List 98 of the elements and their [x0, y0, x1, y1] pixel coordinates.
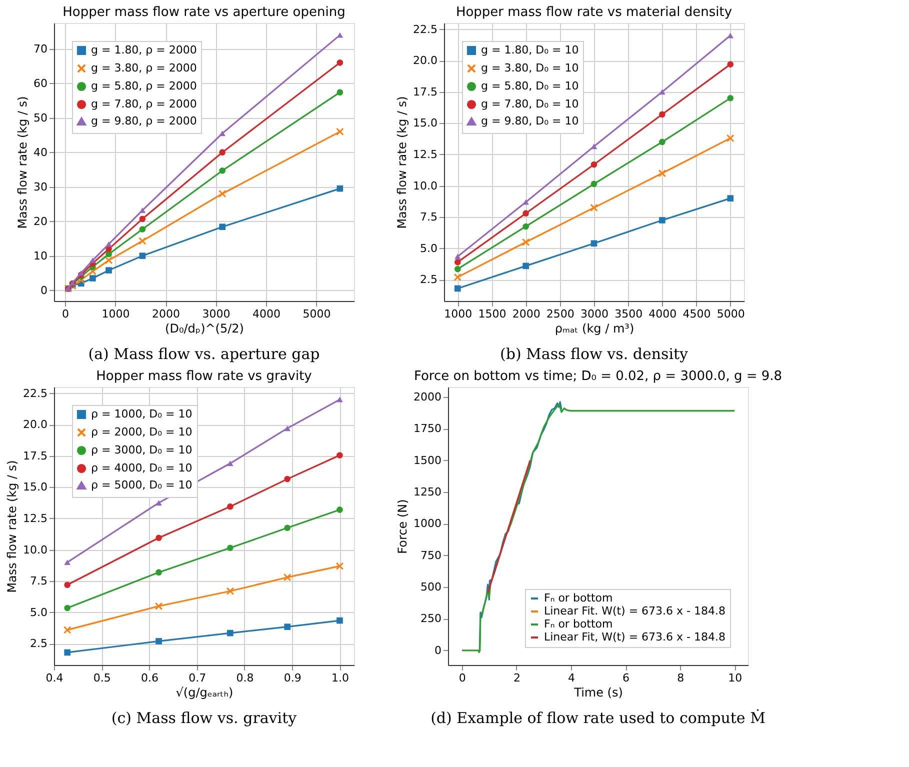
y-tick-label: 1500 — [414, 454, 442, 467]
x-tick-label: 0 — [458, 672, 466, 684]
x-axis-title: (D₀/dₚ)^(5/2) — [165, 322, 244, 336]
x-tick-label: 2000 — [512, 308, 540, 320]
y-tick-label: 5.0 — [30, 606, 48, 619]
y-tick-label: 30 — [34, 180, 48, 194]
legend-label: ρ = 4000, D₀ = 10 — [91, 462, 192, 474]
y-axis-title: Mass flow rate (kg / s) — [5, 460, 20, 593]
legend-label: ρ = 5000, D₀ = 10 — [91, 478, 192, 492]
x-tick-label: 3000 — [580, 308, 608, 320]
x-tick-label: 3000 — [202, 308, 230, 320]
x-tick-label: 0.6 — [140, 672, 158, 684]
x-tick-label: 3500 — [614, 308, 643, 320]
legend-label: g = 9.80, D₀ = 10 — [481, 114, 579, 128]
y-tick-label: 40 — [34, 146, 48, 159]
y-tick-label: 60 — [34, 76, 48, 90]
text: (b) Mass flow vs. density — [500, 345, 689, 363]
x-tick-label: 0.4 — [46, 672, 64, 684]
y-axis-title: Mass flow rate (kg / s) — [395, 96, 410, 229]
y-tick-label: 20.0 — [413, 54, 438, 68]
y-tick-label: 20 — [34, 214, 48, 228]
legend-label: Linear Fit, W(t) = 673.6 x - 184.8 — [544, 630, 726, 644]
y-tick-label: 750 — [420, 548, 442, 562]
chart-title: Hopper mass flow rate vs gravity — [96, 369, 312, 384]
y-tick-label: 250 — [420, 612, 442, 626]
x-tick-label: 5000 — [302, 308, 331, 320]
y-tick-label: 10.0 — [413, 179, 438, 192]
legend-label: g = 9.80, ρ = 2000 — [91, 114, 197, 128]
legend-label: ρ = 2000, D₀ = 10 — [91, 426, 192, 438]
y-tick-label: 50 — [34, 111, 48, 124]
y-tick-label: 20.0 — [23, 418, 48, 432]
legend-label: g = 5.80, D₀ = 10 — [481, 80, 579, 92]
y-tick-label: 12.5 — [23, 512, 48, 525]
y-tick-label: 70 — [34, 42, 48, 56]
y-tick-label: 1750 — [414, 422, 442, 436]
x-tick-label: 1000 — [102, 308, 130, 320]
x-tick-label: 6 — [622, 672, 630, 684]
y-axis-title: Mass flow rate (kg / s) — [16, 96, 30, 229]
x-tick-label: 8 — [677, 672, 684, 684]
x-tick-label: 2000 — [152, 308, 180, 320]
y-tick-label: 2000 — [414, 390, 442, 404]
x-tick-label: 2 — [513, 672, 520, 684]
y-tick-label: 1000 — [414, 517, 442, 530]
y-tick-label: 15.0 — [23, 480, 48, 494]
y-tick-label: 0 — [434, 644, 442, 657]
y-tick-label: 10.0 — [23, 543, 48, 556]
y-tick-label: 7.5 — [30, 574, 48, 588]
x-tick-label: 1.0 — [331, 672, 349, 684]
y-tick-label: 10 — [34, 249, 48, 262]
y-tick-label: 2.5 — [30, 637, 48, 650]
y-tick-label: 7.5 — [420, 210, 438, 224]
y-tick-label: 2.5 — [420, 273, 438, 286]
y-tick-label: 0 — [40, 284, 48, 297]
x-tick-label: 5000 — [716, 308, 745, 320]
x-tick-label: 0.9 — [284, 672, 302, 684]
x-tick-label: 0.5 — [93, 672, 111, 684]
x-tick-label: 4 — [568, 672, 575, 684]
y-tick-label: 17.5 — [413, 85, 438, 98]
legend-label: ρ = 1000, D₀ = 10 — [91, 408, 192, 420]
y-tick-label: 22.5 — [23, 386, 48, 400]
x-axis-title: √(g/gₑₐᵣₜₕ) — [176, 686, 234, 700]
x-tick-label: 0.7 — [188, 672, 206, 684]
legend-label: Fₙ or bottom — [544, 618, 613, 630]
x-tick-label: 4000 — [252, 308, 281, 320]
text: (a) Mass flow vs. aperture gap — [88, 345, 320, 363]
y-tick-label: 22.5 — [413, 22, 438, 36]
legend-label: g = 1.80, ρ = 2000 — [91, 44, 197, 56]
y-tick-label: 500 — [420, 580, 442, 594]
x-tick-label: 1000 — [444, 308, 472, 320]
x-tick-label: 4000 — [648, 308, 677, 320]
legend-label: ρ = 3000, D₀ = 10 — [91, 444, 192, 456]
legend-label: g = 1.80, D₀ = 10 — [481, 44, 579, 56]
x-axis-title: Time (s) — [573, 686, 623, 700]
chart-title: Force on bottom vs time; D₀ = 0.02, ρ = 3000.0, g = 9.8 — [414, 369, 782, 384]
x-tick-label: 2500 — [546, 308, 574, 320]
x-axis-title: ρₘₐₜ (kg / m³) — [554, 322, 634, 336]
chart-title: Hopper mass flow rate vs material density — [456, 5, 732, 20]
legend-label: g = 7.80, ρ = 2000 — [91, 98, 197, 110]
y-tick-label: 12.5 — [413, 148, 438, 161]
legend-label: g = 7.80, D₀ = 10 — [481, 98, 579, 110]
chart-title: Hopper mass flow rate vs aperture opening — [62, 5, 346, 20]
text: (d) Example of flow rate used to compute Ṁ — [430, 709, 766, 727]
x-tick-label: 1500 — [478, 308, 506, 320]
legend-label: g = 3.80, ρ = 2000 — [91, 62, 197, 74]
x-tick-label: 4500 — [682, 308, 711, 320]
legend-label: g = 5.80, ρ = 2000 — [91, 80, 197, 92]
y-tick-label: 15.0 — [413, 116, 438, 130]
y-tick-label: 17.5 — [23, 449, 48, 462]
x-tick-label: 0 — [62, 308, 70, 320]
y-axis-title: Force (N) — [396, 499, 410, 554]
x-tick-label: 10 — [728, 672, 742, 684]
text: (c) Mass flow vs. gravity — [111, 709, 298, 727]
legend-label: Linear Fit. W(t) = 673.6 x - 184.8 — [544, 604, 726, 618]
legend-label: Fₙ or bottom — [544, 592, 613, 604]
x-tick-label: 0.8 — [236, 672, 254, 684]
y-tick-label: 1250 — [414, 485, 442, 498]
y-tick-label: 5.0 — [420, 242, 438, 255]
legend-label: g = 3.80, D₀ = 10 — [481, 62, 579, 74]
